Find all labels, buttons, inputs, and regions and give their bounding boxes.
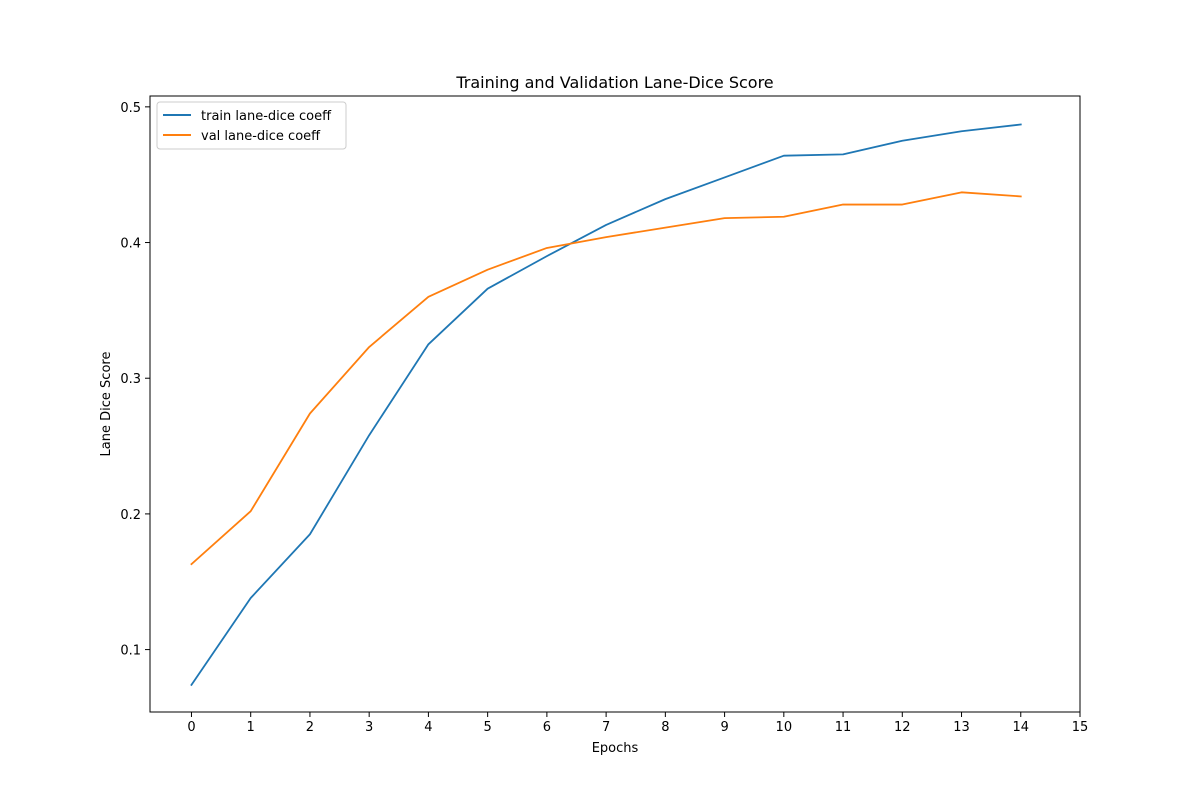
x-tick-label: 14: [1012, 720, 1029, 735]
legend: train lane-dice coeff val lane-dice coef…: [156, 101, 347, 150]
series-line-train: [190, 123, 1022, 687]
y-tick-label: 0.1: [120, 644, 141, 659]
plot-area: [190, 123, 1022, 687]
x-tick-label: 8: [661, 720, 669, 735]
x-tick-label: 4: [424, 720, 432, 735]
legend-label-train: train lane-dice coeff: [201, 109, 332, 124]
y-tick-label: 0.4: [120, 237, 141, 252]
y-axis-label: Lane Dice Score: [99, 352, 114, 457]
x-tick-label: 11: [835, 720, 852, 735]
legend-box: [156, 101, 347, 150]
x-tick-label: 9: [720, 720, 728, 735]
chart-title: Training and Validation Lane-Dice Score: [455, 73, 773, 92]
x-tick-label: 12: [894, 720, 911, 735]
x-tick-label: 5: [484, 720, 492, 735]
x-tick-label: 7: [602, 720, 610, 735]
x-tick-label: 13: [953, 720, 970, 735]
x-tick-label: 0: [187, 720, 195, 735]
y-tick-label: 0.5: [120, 101, 141, 116]
y-axis: 0.1 0.2 0.3 0.4 0.5: [120, 101, 150, 659]
x-tick-label: 6: [543, 720, 551, 735]
y-tick-label: 0.3: [120, 372, 141, 387]
x-tick-label: 3: [365, 720, 373, 735]
x-tick-label: 2: [306, 720, 314, 735]
x-axis-label: Epochs: [592, 741, 639, 756]
x-axis: 0 1 2 3 4 5 6 7 8 9 10 11 12 13 14 15: [187, 712, 1088, 735]
x-tick-label: 15: [1072, 720, 1089, 735]
plot-frame: [149, 95, 1081, 713]
series-line-val: [190, 191, 1022, 566]
legend-label-val: val lane-dice coeff: [201, 129, 321, 144]
x-tick-label: 1: [247, 720, 255, 735]
x-tick-label: 10: [776, 720, 793, 735]
y-tick-label: 0.2: [120, 508, 141, 523]
